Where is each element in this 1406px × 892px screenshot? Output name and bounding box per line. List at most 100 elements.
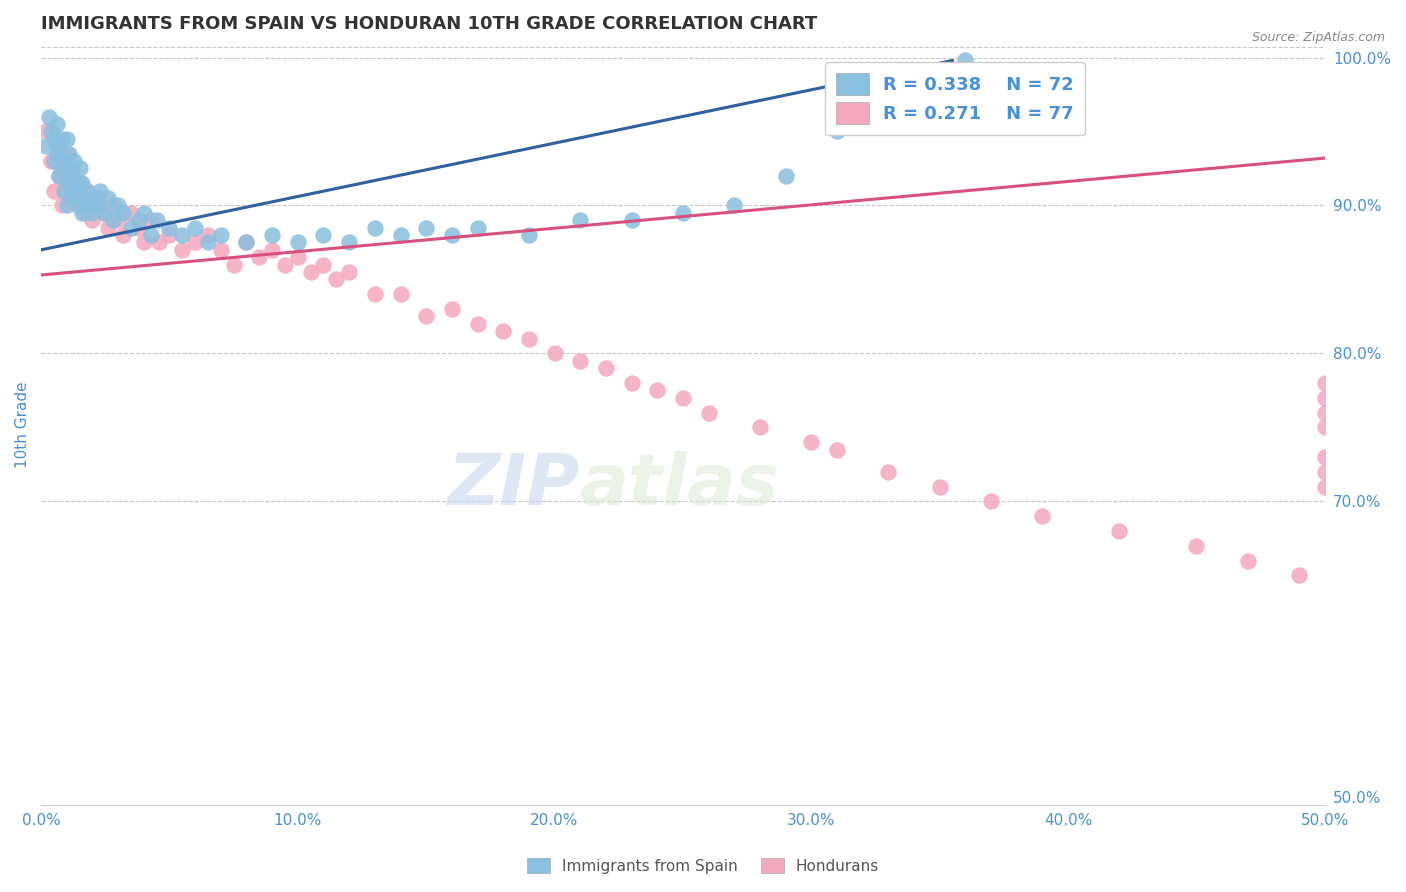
- Point: [825, 124, 848, 138]
- Point: [697, 406, 720, 420]
- Point: [89, 184, 111, 198]
- Point: [53, 184, 76, 198]
- Point: [877, 465, 900, 479]
- Point: [325, 272, 347, 286]
- Point: [82, 213, 104, 227]
- Point: [1236, 553, 1258, 567]
- Text: atlas: atlas: [581, 451, 780, 520]
- Point: [101, 213, 124, 227]
- Point: [890, 87, 912, 102]
- Point: [389, 227, 412, 242]
- Point: [389, 287, 412, 301]
- Point: [128, 213, 150, 227]
- Point: [48, 139, 70, 153]
- Point: [723, 198, 745, 212]
- Point: [42, 154, 65, 169]
- Point: [120, 220, 142, 235]
- Point: [1313, 406, 1336, 420]
- Point: [145, 213, 167, 227]
- Point: [63, 184, 86, 198]
- Point: [55, 198, 77, 212]
- Point: [903, 80, 925, 95]
- Point: [53, 154, 76, 169]
- Point: [91, 206, 114, 220]
- Point: [60, 161, 83, 176]
- Point: [107, 198, 129, 212]
- Point: [42, 132, 65, 146]
- Point: [415, 310, 437, 324]
- Point: [73, 206, 96, 220]
- Point: [672, 206, 695, 220]
- Point: [112, 227, 135, 242]
- Point: [58, 146, 80, 161]
- Point: [645, 384, 668, 398]
- Point: [1185, 539, 1208, 553]
- Point: [877, 95, 900, 109]
- Point: [69, 198, 91, 212]
- Point: [543, 346, 565, 360]
- Point: [1288, 568, 1310, 582]
- Point: [222, 258, 245, 272]
- Point: [107, 213, 129, 227]
- Point: [60, 191, 83, 205]
- Point: [76, 184, 98, 198]
- Point: [70, 176, 93, 190]
- Point: [620, 213, 643, 227]
- Point: [748, 420, 770, 434]
- Point: [55, 146, 77, 161]
- Point: [128, 220, 150, 235]
- Point: [209, 243, 232, 257]
- Point: [79, 198, 101, 212]
- Point: [287, 235, 309, 250]
- Point: [66, 176, 89, 190]
- Point: [337, 235, 360, 250]
- Point: [69, 176, 91, 190]
- Point: [440, 227, 463, 242]
- Point: [86, 191, 108, 205]
- Point: [159, 220, 181, 235]
- Point: [274, 258, 297, 272]
- Point: [941, 65, 963, 79]
- Point: [58, 191, 80, 205]
- Point: [197, 235, 219, 250]
- Point: [66, 198, 89, 212]
- Text: IMMIGRANTS FROM SPAIN VS HONDURAN 10TH GRADE CORRELATION CHART: IMMIGRANTS FROM SPAIN VS HONDURAN 10TH G…: [41, 15, 817, 33]
- Point: [38, 110, 60, 124]
- Point: [595, 361, 617, 376]
- Text: Source: ZipAtlas.com: Source: ZipAtlas.com: [1251, 31, 1385, 45]
- Point: [172, 227, 194, 242]
- Point: [184, 220, 207, 235]
- Point: [928, 72, 950, 87]
- Point: [45, 139, 67, 153]
- Point: [79, 198, 101, 212]
- Point: [517, 227, 540, 242]
- Point: [35, 139, 58, 153]
- Point: [569, 213, 592, 227]
- Point: [141, 227, 163, 242]
- Point: [41, 124, 63, 138]
- Point: [55, 169, 77, 183]
- Point: [1313, 420, 1336, 434]
- Point: [299, 265, 322, 279]
- Point: [159, 227, 181, 242]
- Point: [63, 184, 86, 198]
- Point: [1031, 509, 1053, 524]
- Point: [48, 169, 70, 183]
- Point: [45, 117, 67, 131]
- Point: [364, 287, 387, 301]
- Point: [955, 54, 977, 68]
- Point: [1313, 465, 1336, 479]
- Point: [55, 176, 77, 190]
- Point: [928, 479, 950, 493]
- Point: [492, 324, 515, 338]
- Point: [1313, 479, 1336, 493]
- Point: [42, 184, 65, 198]
- Point: [86, 198, 108, 212]
- Point: [312, 258, 335, 272]
- Point: [1313, 391, 1336, 405]
- Point: [415, 220, 437, 235]
- Point: [112, 206, 135, 220]
- Point: [440, 301, 463, 316]
- Point: [82, 206, 104, 220]
- Point: [800, 435, 823, 450]
